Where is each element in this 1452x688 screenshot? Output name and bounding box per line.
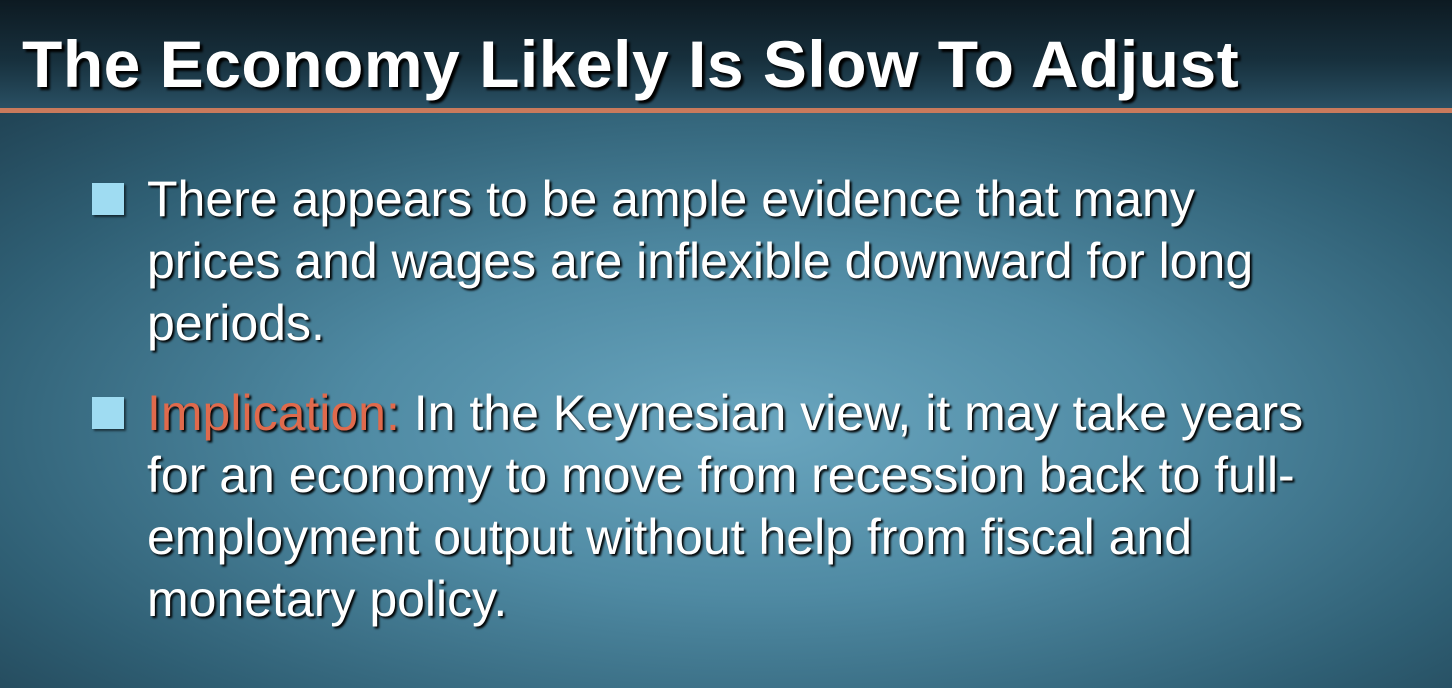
bullet-item-implication: Implication: In the Keynesian view, it m… bbox=[92, 382, 1322, 630]
title-divider bbox=[0, 108, 1452, 113]
slide-title: The Economy Likely Is Slow To Adjust bbox=[22, 27, 1240, 101]
bullet-list: There appears to be ample evidence that … bbox=[92, 168, 1322, 630]
square-bullet-icon bbox=[92, 397, 124, 429]
implication-label: Implication: bbox=[147, 385, 400, 441]
bullet-text: In the Keynesian view, it may take years… bbox=[147, 385, 1304, 627]
title-band bbox=[0, 0, 1452, 110]
bullet-item-evidence: There appears to be ample evidence that … bbox=[92, 168, 1322, 354]
bullet-text: There appears to be ample evidence that … bbox=[147, 171, 1254, 351]
square-bullet-icon bbox=[92, 183, 124, 215]
